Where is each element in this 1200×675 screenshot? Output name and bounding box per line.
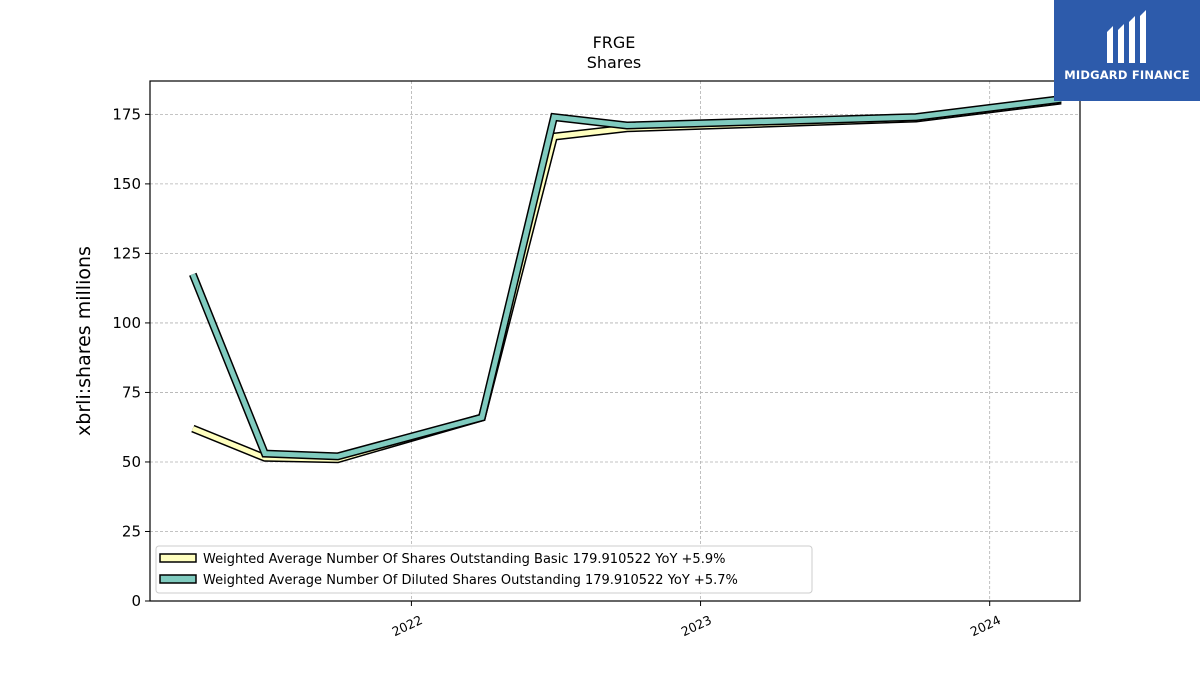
legend-label: Weighted Average Number Of Shares Outsta… <box>203 552 725 567</box>
legend-swatch <box>159 553 197 563</box>
logo-text: MIDGARD FINANCE <box>1064 68 1190 82</box>
chart-title: FRGE <box>593 33 636 52</box>
series-line-outline <box>191 96 1062 464</box>
legend-label: Weighted Average Number Of Diluted Share… <box>203 573 738 588</box>
midgard-finance-logo: MIDGARD FINANCE <box>1054 0 1200 101</box>
legend: Weighted Average Number Of Shares Outsta… <box>155 545 813 594</box>
series-line-outline <box>189 95 1062 461</box>
x-tick-label: 2022 <box>390 612 425 639</box>
chart-subtitle: Shares <box>587 53 642 72</box>
y-tick-label: 25 <box>122 522 141 540</box>
logo-mark-icon <box>1107 10 1146 63</box>
y-tick-label: 0 <box>131 592 141 610</box>
grid <box>150 81 1080 602</box>
y-tick-label: 50 <box>122 453 141 471</box>
x-tick-label: 2023 <box>679 612 714 639</box>
y-tick-label: 75 <box>122 383 141 401</box>
series-line <box>190 96 1062 459</box>
legend-box <box>155 545 813 594</box>
y-ticks: 0 25 50 75 100 125 150 175 <box>112 105 150 610</box>
x-tick-label: 2024 <box>968 612 1003 639</box>
y-tick-label: 100 <box>112 314 141 332</box>
y-tick-label: 175 <box>112 105 141 123</box>
series-group <box>189 95 1062 464</box>
plot-frame <box>149 80 1081 602</box>
y-tick-label: 150 <box>112 175 141 193</box>
legend-swatch <box>159 574 197 584</box>
y-axis-label: xbrli:shares millions <box>73 246 95 436</box>
x-ticks: 2022 2023 2024 <box>390 601 1003 639</box>
y-tick-label: 125 <box>112 244 141 262</box>
series-line <box>191 98 1062 462</box>
